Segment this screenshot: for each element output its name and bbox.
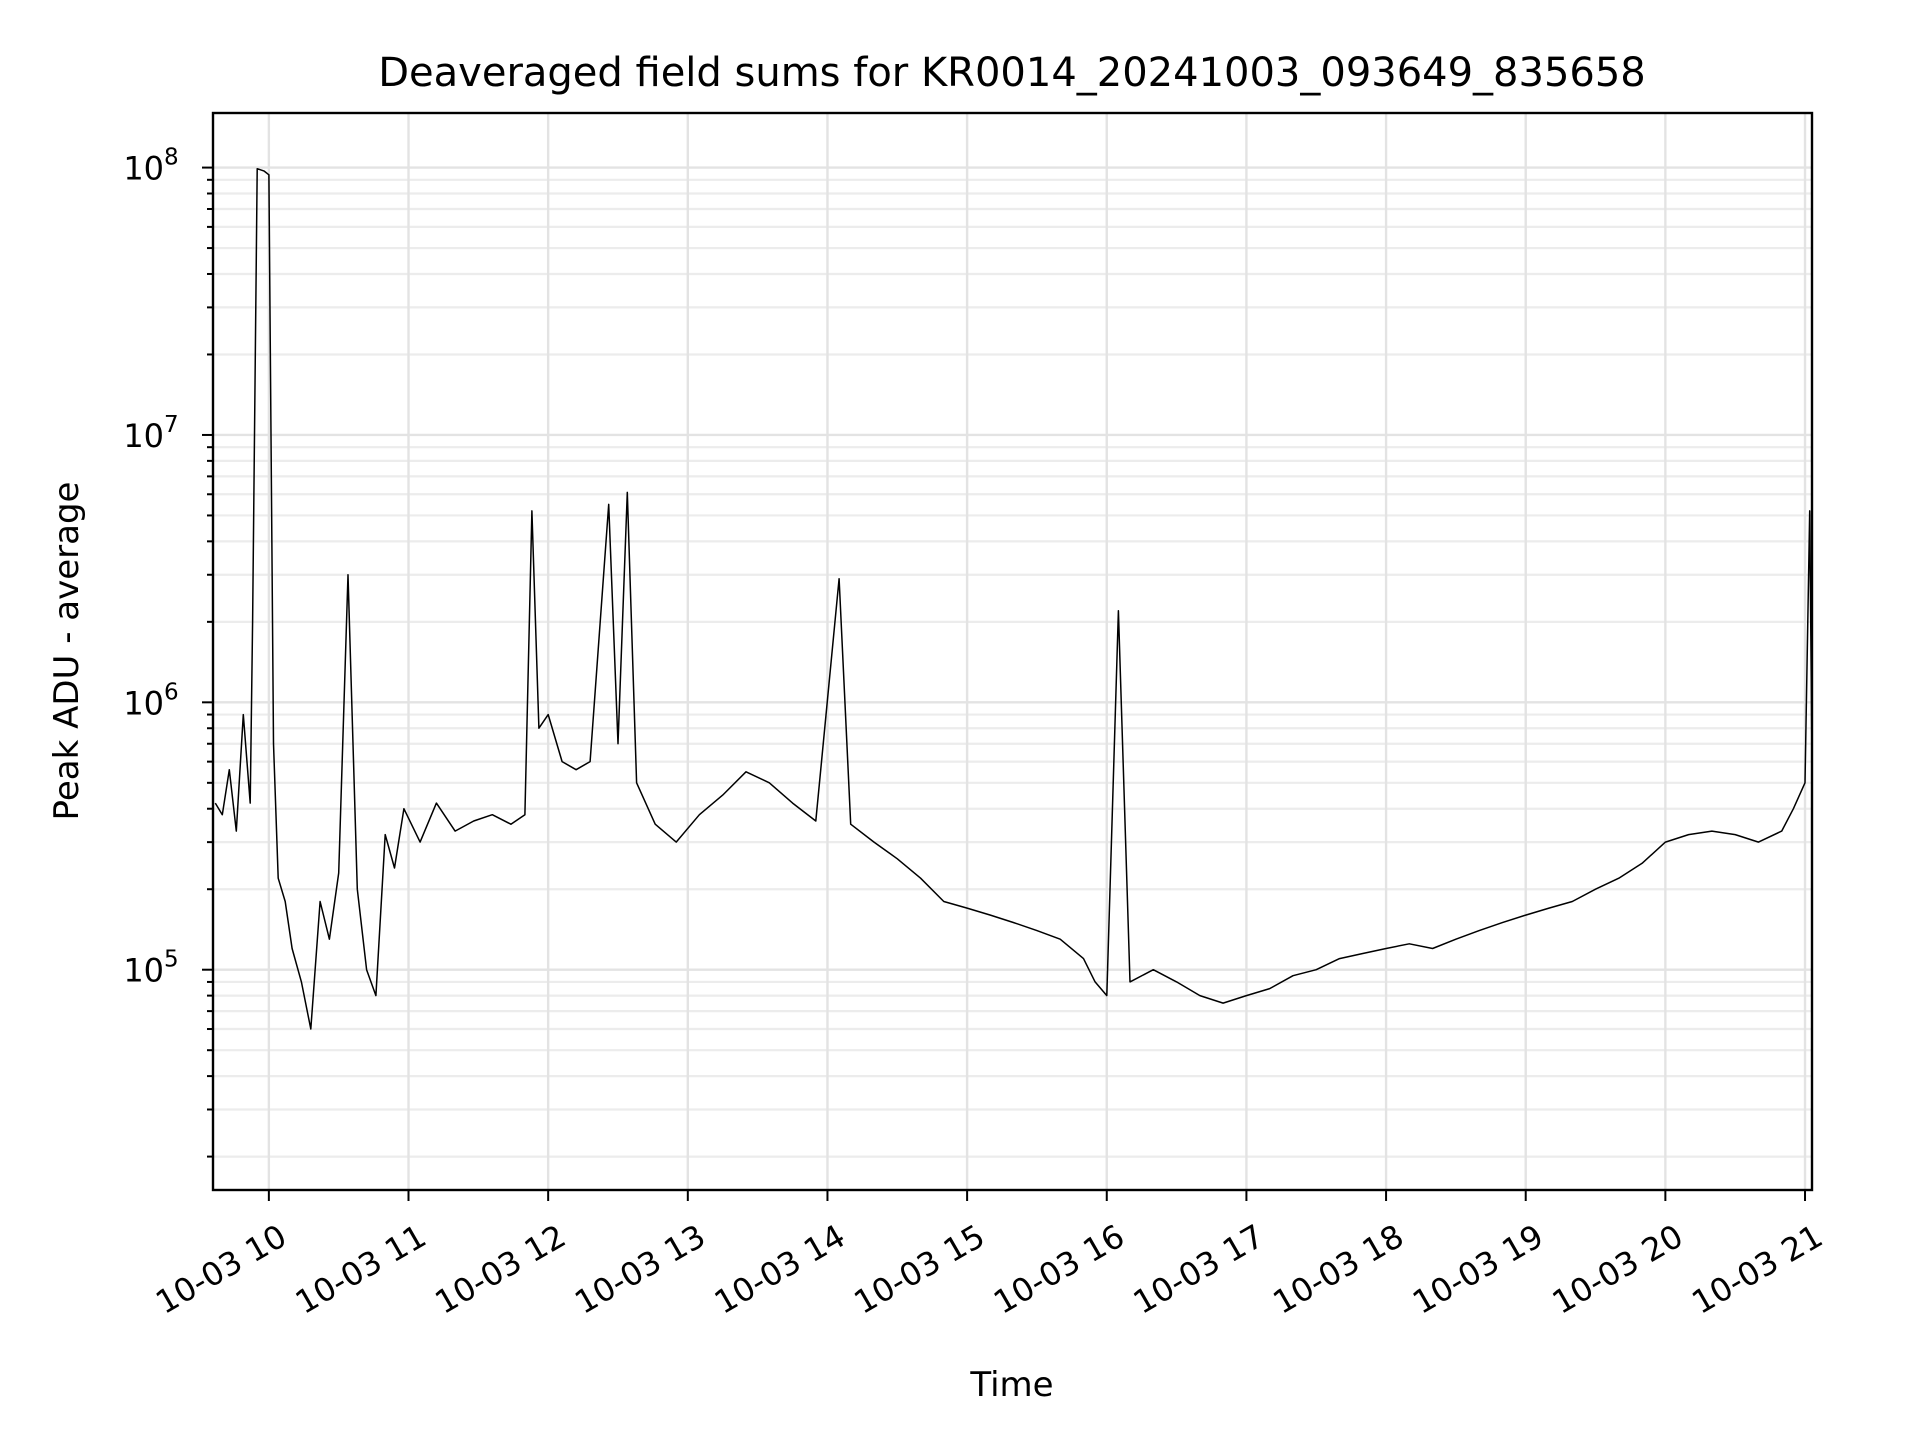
minor-grid [213,178,1812,1158]
y-axis: 105 106 107 108 [123,145,213,1158]
y-tick-label: 108 [123,145,178,188]
y-tick-label: 106 [123,679,178,722]
x-tick-label: 10-03 19 [1406,1217,1550,1322]
plot-frame [211,111,1814,1192]
y-tick-label: 107 [123,412,178,455]
y-tick-label: 105 [123,947,178,990]
y-axis-label: Peak ADU - average [47,482,87,821]
x-tick-label: 10-03 20 [1546,1217,1690,1322]
data-line [214,167,1813,1030]
x-tick-label: 10-03 10 [149,1217,293,1322]
x-tick-label: 10-03 16 [987,1217,1131,1322]
x-tick-label: 10-03 21 [1685,1217,1829,1322]
x-tick-label: 10-03 11 [289,1217,433,1322]
x-tick-label: 10-03 18 [1266,1217,1410,1322]
x-tick-label: 10-03 15 [848,1217,992,1322]
x-tick-label: 10-03 14 [708,1217,852,1322]
x-tick-label: 10-03 13 [568,1217,712,1322]
x-tick-label: 10-03 12 [429,1217,573,1322]
x-axis-label: Time [969,1365,1053,1405]
chart-title: Deaveraged field sums for KR0014_2024100… [378,50,1646,96]
x-tick-label: 10-03 17 [1127,1217,1271,1322]
major-grid [213,113,1812,1190]
